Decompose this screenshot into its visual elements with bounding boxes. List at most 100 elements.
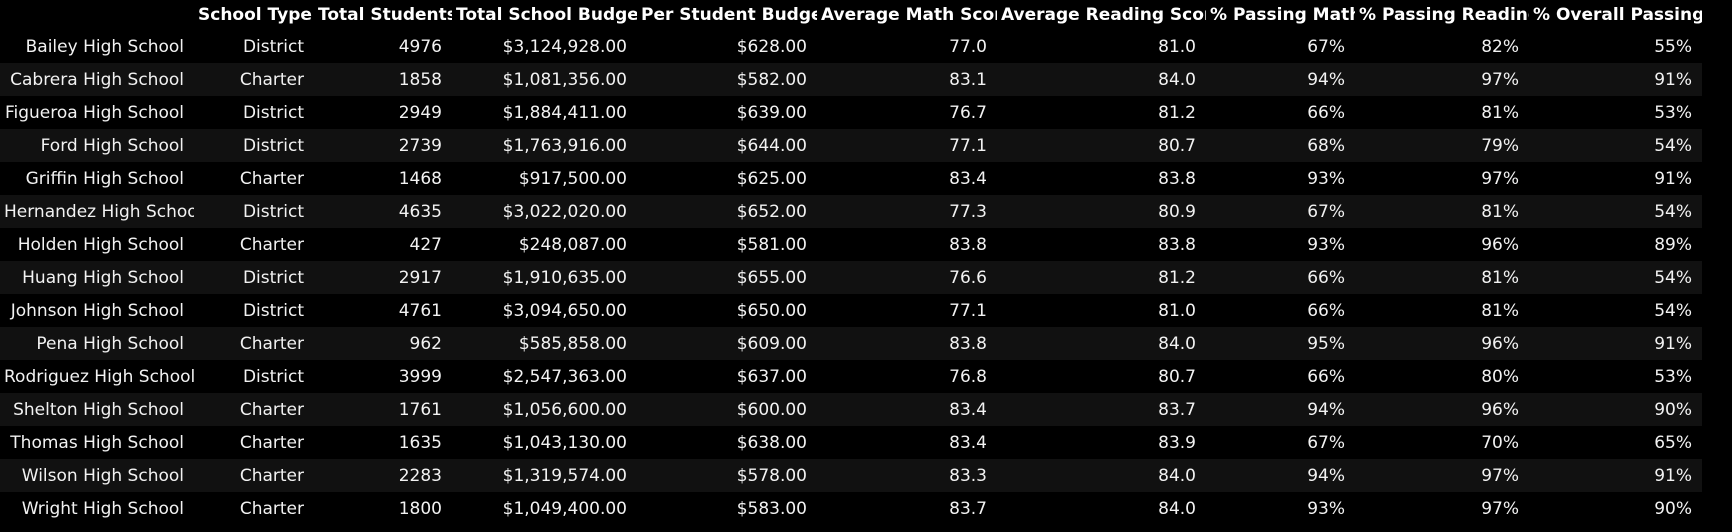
row-index-school-name: Ford High School <box>40 135 184 156</box>
table-cell: $638.00 <box>736 432 807 453</box>
row-index-school-name: Cabrera High School <box>10 69 184 90</box>
row-index-school-name: Huang High School <box>22 267 184 288</box>
table-cell: $609.00 <box>736 333 807 354</box>
table-cell: 94% <box>1307 465 1345 486</box>
table-cell: $917,500.00 <box>518 168 627 189</box>
column-header: % Overall Passing <box>1533 5 1702 25</box>
row-index-school-name: Wilson High School <box>21 465 184 486</box>
table-cell: 96% <box>1481 333 1519 354</box>
table-cell: 97% <box>1481 498 1519 519</box>
table-cell: Charter <box>239 399 304 420</box>
table-cell: $639.00 <box>736 102 807 123</box>
table-cell: District <box>242 366 304 387</box>
table-row: Rodriguez High School District 3999 $2,547,… <box>0 360 1702 393</box>
table-cell: 1858 <box>398 69 442 90</box>
table-cell: 67% <box>1307 201 1345 222</box>
table-body: Bailey High School District 4976 $3,124,928… <box>0 30 1702 525</box>
table-cell: 2917 <box>398 267 442 288</box>
table-cell: $1,319,574.00 <box>502 465 627 486</box>
table-cell: District <box>242 36 304 57</box>
table-cell: 65% <box>1654 432 1692 453</box>
table-cell: 53% <box>1654 102 1692 123</box>
table-cell: $2,547,363.00 <box>502 366 627 387</box>
table-cell: $644.00 <box>736 135 807 156</box>
table-cell: District <box>242 102 304 123</box>
table-cell: $585,858.00 <box>518 333 627 354</box>
table-cell: 81.2 <box>1158 267 1196 288</box>
table-cell: Charter <box>239 168 304 189</box>
table-row: Shelton High School Charter 1761 $1,056,600… <box>0 393 1702 426</box>
table-row: Figueroa High School District 2949 $1,884,4… <box>0 96 1702 129</box>
table-cell: $650.00 <box>736 300 807 321</box>
table-cell: 54% <box>1654 267 1692 288</box>
table-cell: District <box>242 201 304 222</box>
row-index-school-name: Pena High School <box>36 333 184 354</box>
column-header: % Passing Math <box>1210 5 1355 25</box>
table-cell: $1,049,400.00 <box>502 498 627 519</box>
row-index-school-name: Bailey High School <box>25 36 184 57</box>
table-cell: $628.00 <box>736 36 807 57</box>
column-header: Average Math Score <box>821 5 997 25</box>
row-index-school-name: Holden High School <box>17 234 184 255</box>
table-cell: 4635 <box>398 201 442 222</box>
table-cell: 96% <box>1481 399 1519 420</box>
table-cell: 77.1 <box>949 135 987 156</box>
table-cell: 81.0 <box>1158 300 1196 321</box>
table-cell: 81% <box>1481 102 1519 123</box>
table-cell: $1,043,130.00 <box>502 432 627 453</box>
table-row: Bailey High School District 4976 $3,124,928… <box>0 30 1702 63</box>
row-index-school-name: Wright High School <box>21 498 184 519</box>
table-cell: 2283 <box>398 465 442 486</box>
table-cell: 2739 <box>398 135 442 156</box>
table-cell: Charter <box>239 465 304 486</box>
row-index-school-name: Thomas High School <box>10 432 184 453</box>
table-cell: 94% <box>1307 69 1345 90</box>
table-cell: 80% <box>1481 366 1519 387</box>
table-cell: 70% <box>1481 432 1519 453</box>
table-cell: 91% <box>1654 465 1692 486</box>
table-cell: $583.00 <box>736 498 807 519</box>
school-summary-table: School Type Total Students Total School … <box>0 0 1702 525</box>
table-cell: 81% <box>1481 201 1519 222</box>
index-header <box>0 0 194 30</box>
row-index-school-name: Johnson High School <box>10 300 184 321</box>
table-cell: 84.0 <box>1158 333 1196 354</box>
table-cell: 95% <box>1307 333 1345 354</box>
table-cell: 91% <box>1654 168 1692 189</box>
table-cell: 83.8 <box>949 234 987 255</box>
table-cell: 83.4 <box>949 168 987 189</box>
table-cell: 76.8 <box>949 366 987 387</box>
table-cell: 89% <box>1654 234 1692 255</box>
table-cell: 55% <box>1654 36 1692 57</box>
table-cell: $582.00 <box>736 69 807 90</box>
table-cell: 81% <box>1481 267 1519 288</box>
table-row: Ford High School District 2739 $1,763,916.0… <box>0 129 1702 162</box>
table-cell: 427 <box>409 234 442 255</box>
table-cell: 67% <box>1307 36 1345 57</box>
table-cell: $655.00 <box>736 267 807 288</box>
table-cell: 83.8 <box>949 333 987 354</box>
table-cell: Charter <box>239 498 304 519</box>
column-header: % Passing Reading <box>1359 5 1529 25</box>
table-cell: 83.1 <box>949 69 987 90</box>
table-cell: 83.3 <box>949 465 987 486</box>
table-row: Pena High School Charter 962 $585,858.00 $60… <box>0 327 1702 360</box>
table-cell: 83.7 <box>949 498 987 519</box>
column-header: Average Reading Score <box>1001 5 1206 25</box>
column-header: Total Students <box>318 5 452 25</box>
table-row: Hernandez High School District 4635 $3,022,… <box>0 195 1702 228</box>
column-header: School Type <box>198 5 312 25</box>
row-index-school-name: Figueroa High School <box>4 102 184 123</box>
table-row: Thomas High School Charter 1635 $1,043,130.… <box>0 426 1702 459</box>
row-index-school-name: Griffin High School <box>25 168 184 189</box>
table-cell: 4976 <box>398 36 442 57</box>
row-index-school-name: Hernandez High School <box>4 201 194 222</box>
table-cell: 82% <box>1481 36 1519 57</box>
table-cell: $1,910,635.00 <box>502 267 627 288</box>
table-cell: $1,081,356.00 <box>502 69 627 90</box>
table-cell: $1,884,411.00 <box>502 102 627 123</box>
table-cell: $581.00 <box>736 234 807 255</box>
table-cell: 4761 <box>398 300 442 321</box>
table-cell: 54% <box>1654 300 1692 321</box>
